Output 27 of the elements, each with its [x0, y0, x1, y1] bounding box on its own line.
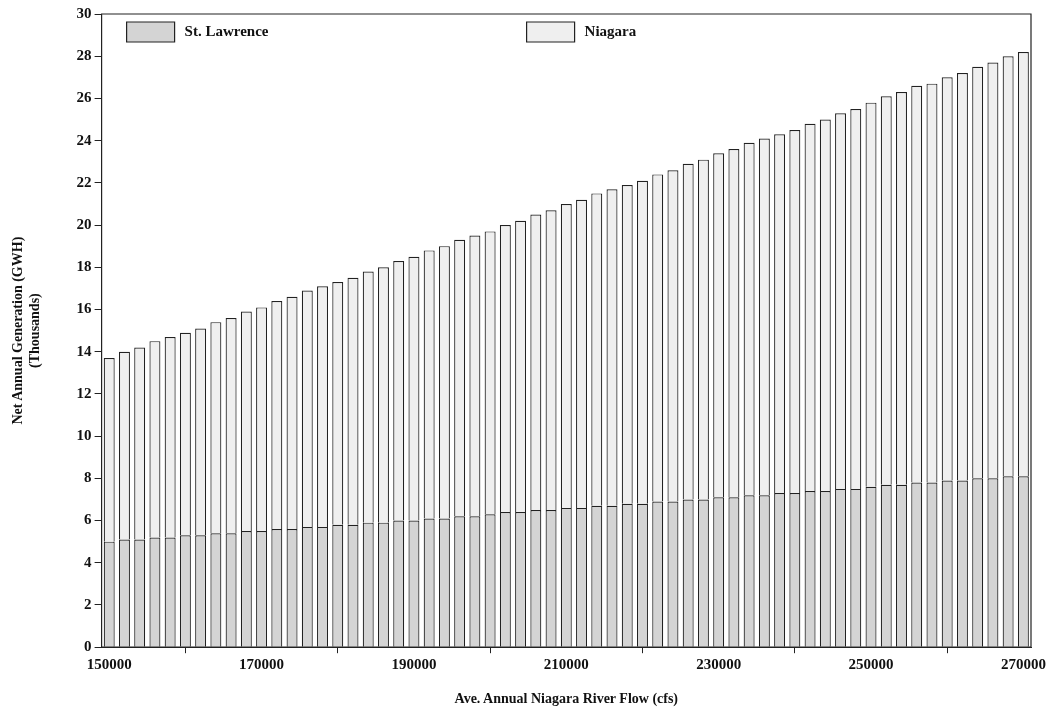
- y-tick-label: 24: [76, 131, 93, 148]
- y-tick-label: 10: [76, 427, 92, 444]
- x-tick-label: 270000: [1000, 656, 1046, 673]
- y-tick-label: 28: [76, 47, 92, 64]
- x-axis-title: Ave. Annual Niagara River Flow (cfs): [454, 691, 679, 708]
- y-tick-label: 22: [76, 173, 92, 190]
- y-tick-label: 0: [84, 638, 92, 655]
- y-tick-label: 26: [76, 89, 93, 106]
- y-tick-label: 2: [84, 595, 92, 612]
- y-tick-label: 12: [76, 384, 92, 401]
- x-tick-label: 150000: [86, 656, 132, 673]
- x-tick-label: 170000: [239, 656, 285, 673]
- y-tick-label: 18: [76, 258, 92, 275]
- legend-label: St. Lawrence: [184, 22, 269, 39]
- legend-label: Niagara: [584, 22, 637, 39]
- y-tick-label: 8: [84, 469, 92, 486]
- x-tick-label: 250000: [848, 656, 894, 673]
- y-tick-label: 30: [76, 4, 92, 21]
- y-tick-label: 6: [84, 511, 93, 528]
- x-tick-label: 210000: [543, 656, 589, 673]
- x-tick-label: 190000: [391, 656, 437, 673]
- y-tick-label: 14: [76, 342, 93, 359]
- x-tick-label: 230000: [696, 656, 742, 673]
- y-axis-title: Net Annual Generation (GWH) (Thousands): [10, 236, 43, 425]
- y-tick-label: 20: [76, 215, 92, 232]
- y-tick-label: 16: [76, 300, 93, 317]
- y-tick-label: 4: [84, 553, 93, 570]
